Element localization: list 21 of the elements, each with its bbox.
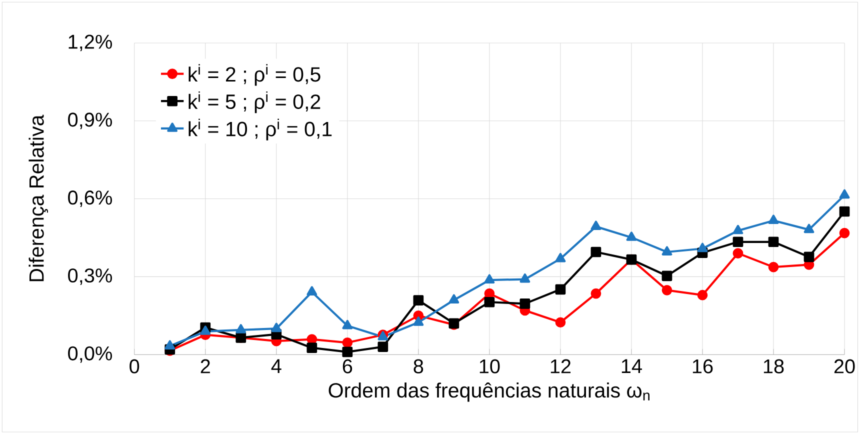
y-tick-label: 0,9% [68,112,112,129]
x-tick-label: 20 [834,359,855,374]
x-tick-label: 12 [550,359,571,374]
legend-label: k$^{i}$ = 2 ; ρ$^{i}$ = 0,5 [188,64,320,86]
x-tick-label: 4 [271,359,282,373]
y-axis-title: Diferença Relativa [28,114,48,282]
legend-label: k$^{i}$ = 10 ; ρ$^{i}$ = 0,1 [188,118,332,140]
x-tick-label: 18 [764,359,784,374]
y-tick-label: 0,6% [68,190,112,207]
y-tick-label: 0,0% [68,346,112,363]
x-axis-title: Ordem das frequências naturais ω$_{n}$ [328,382,650,402]
y-tick-label: 1,2% [68,34,112,52]
legend-label: k$^{i}$ = 5 ; ρ$^{i}$ = 0,2 [188,91,320,114]
x-tick-label: 14 [622,359,642,373]
x-tick-label: 0 [130,359,140,374]
x-tick-label: 8 [414,359,424,374]
y-tick-label: 0,3% [68,268,112,285]
x-tick-label: 2 [200,359,210,374]
x-tick-label: 16 [692,359,713,374]
x-tick-label: 10 [480,359,500,374]
x-tick-label: 6 [342,359,352,374]
